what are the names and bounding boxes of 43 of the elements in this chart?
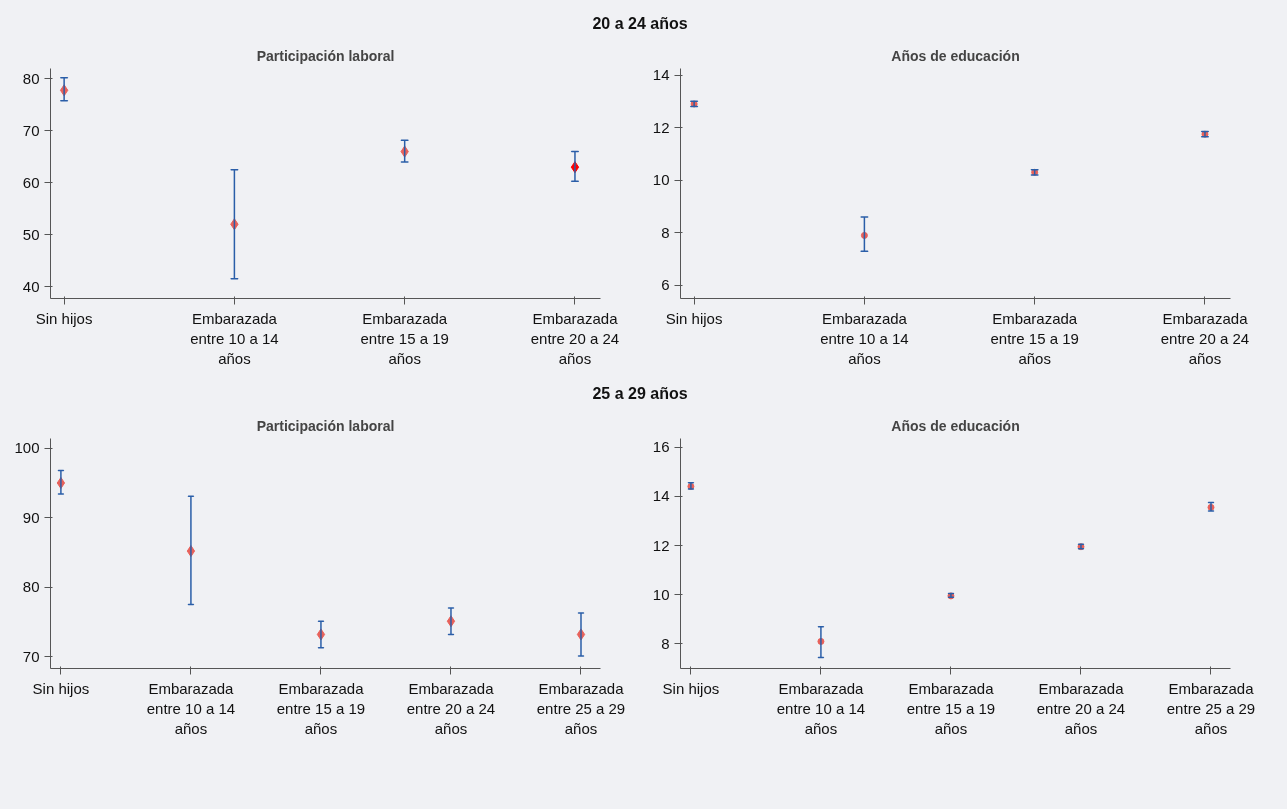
x-tick-label: Embarazada entre 20 a 24 años [1036, 679, 1126, 738]
x-tick-label: Embarazada entre 20 a 24 años [406, 679, 496, 738]
y-tick-label: 14 [652, 66, 670, 84]
x-tick-label: Sin hijos [662, 679, 720, 697]
y-tick-label: 100 [14, 439, 40, 457]
y-tick-label: 16 [652, 438, 670, 456]
chart-title: Participación laboral [256, 417, 395, 434]
y-tick-label: 12 [652, 118, 670, 136]
x-tick-label: Embarazada entre 10 a 14 años [190, 309, 279, 368]
x-tick-label: Embarazada entre 15 a 19 años [360, 309, 449, 368]
y-tick-label: 8 [661, 634, 670, 652]
chart-title: Participación laboral [256, 47, 395, 64]
y-tick-label: 6 [661, 276, 670, 294]
y-tick-label: 80 [22, 69, 40, 87]
x-tick-label: Embarazada entre 10 a 14 años [776, 679, 866, 738]
y-tick-label: 40 [22, 277, 40, 295]
x-tick-label: Embarazada entre 25 a 29 años [1166, 679, 1256, 738]
x-tick-label: Sin hijos [35, 309, 93, 327]
x-tick-label: Embarazada entre 20 a 24 años [530, 309, 620, 368]
y-tick-label: 70 [22, 121, 40, 139]
y-tick-label: 12 [652, 536, 670, 554]
y-tick-label: 70 [22, 647, 40, 665]
text: 20 a 24 años [592, 14, 688, 34]
x-tick-label: Sin hijos [665, 309, 723, 327]
y-tick-label: 10 [652, 585, 670, 603]
x-tick-label: Embarazada entre 15 a 19 años [906, 679, 996, 738]
chart-title: Años de educación [891, 417, 1020, 434]
chart-title: Años de educación [891, 47, 1020, 64]
x-tick-label: Sin hijos [32, 679, 90, 697]
y-tick-label: 8 [661, 223, 670, 241]
y-tick-label: 80 [22, 578, 40, 596]
text: 25 a 29 años [592, 384, 688, 404]
x-tick-label: Embarazada entre 20 a 24 años [1160, 309, 1250, 368]
y-tick-label: 14 [652, 487, 670, 505]
x-tick-label: Embarazada entre 10 a 14 años [146, 679, 236, 738]
x-tick-label: Embarazada entre 10 a 14 años [820, 309, 909, 368]
y-tick-label: 60 [22, 173, 40, 191]
x-tick-label: Embarazada entre 15 a 19 años [990, 309, 1079, 368]
y-tick-label: 90 [22, 508, 40, 526]
x-tick-label: Embarazada entre 15 a 19 años [276, 679, 366, 738]
y-tick-label: 50 [22, 225, 40, 243]
y-tick-label: 10 [652, 171, 670, 189]
x-tick-label: Embarazada entre 25 a 29 años [536, 679, 626, 738]
